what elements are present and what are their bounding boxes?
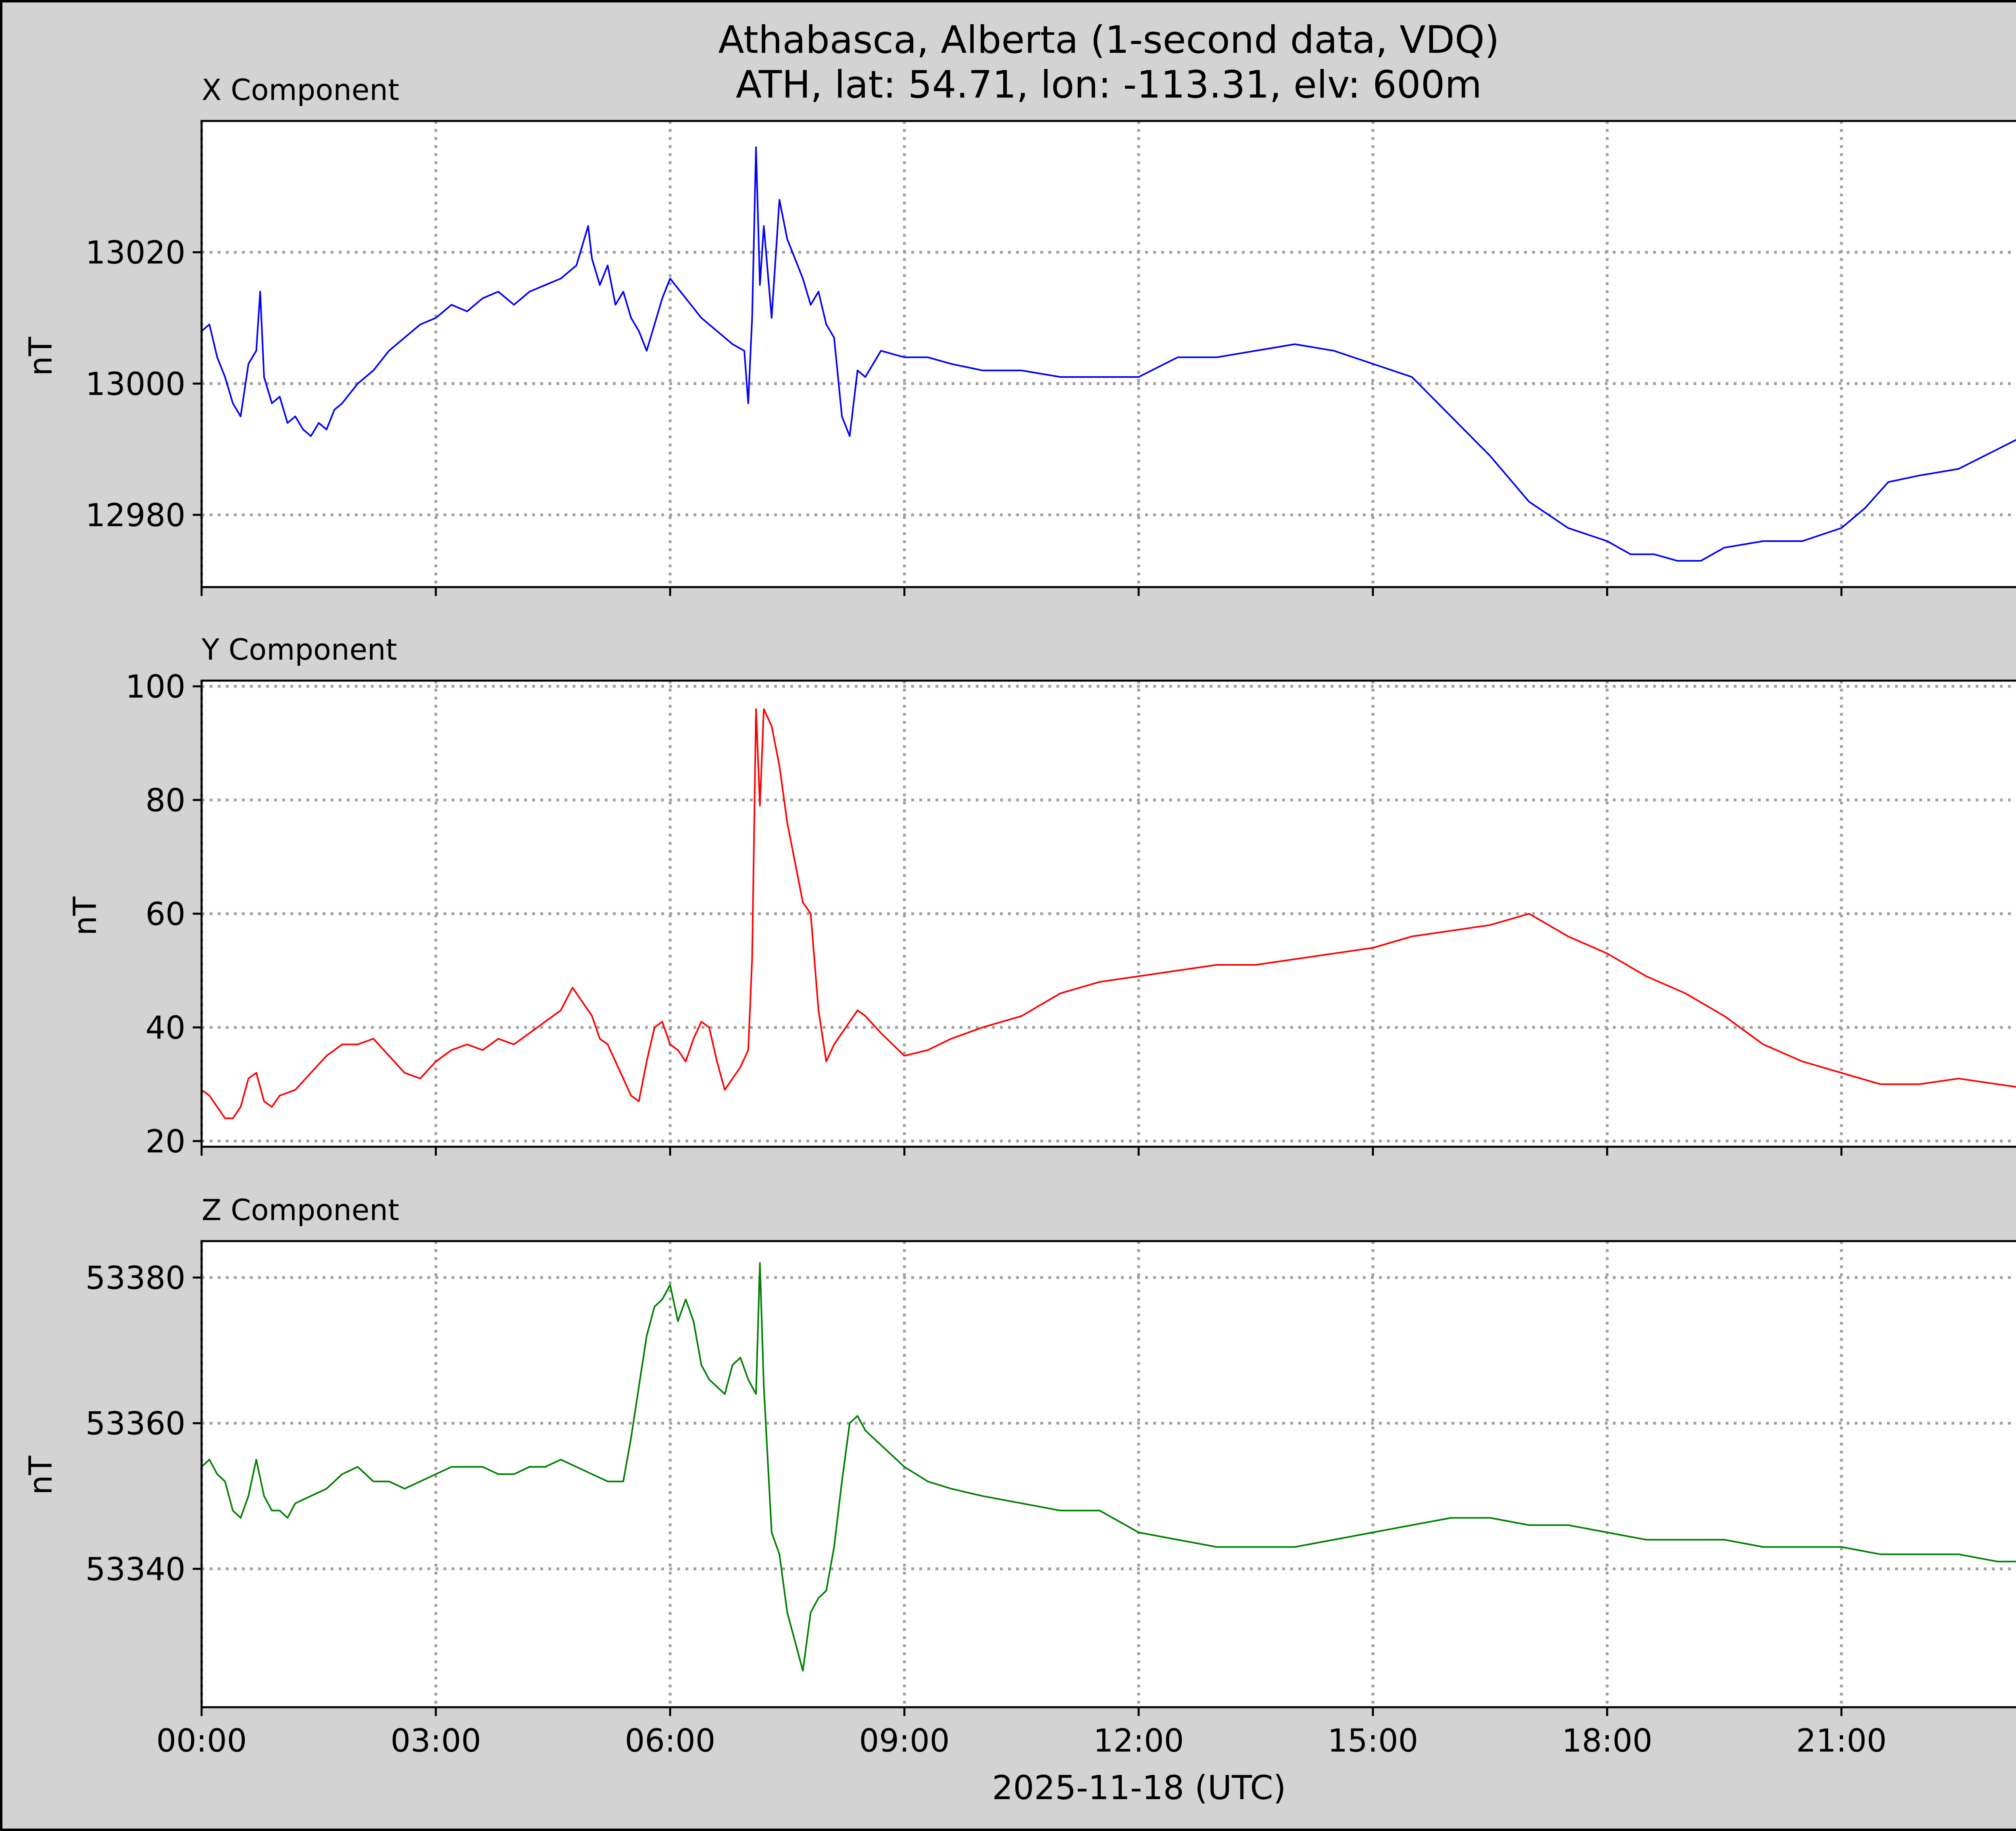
series-line (201, 1262, 2016, 1672)
x-tick-label: 00:00 (156, 1723, 247, 1759)
chart-title: Athabasca, Alberta (1-second data, VDQ) (718, 18, 1499, 62)
x-tick-label: 09:00 (859, 1723, 950, 1759)
x-tick-label: 12:00 (1093, 1723, 1184, 1759)
y-tick-label: 40 (146, 1010, 185, 1046)
y-tick-label: 53360 (85, 1406, 185, 1442)
series-line (201, 146, 2016, 562)
y-tick-label: 60 (146, 896, 185, 933)
y-tick-label: 12980 (85, 498, 185, 534)
y-axis-label: nT (67, 896, 104, 935)
panel-title: Y Component (201, 633, 397, 667)
panel-title: Z Component (202, 1193, 399, 1227)
y-tick-label: 13000 (85, 366, 185, 402)
x-component-panel: X Component nT 12980 13000 13020 (23, 73, 2016, 596)
y-tick-label: 53340 (85, 1552, 185, 1588)
plot-area (202, 1241, 2016, 1707)
x-tick-label: 15:00 (1328, 1723, 1418, 1759)
x-tick-label: 06:00 (625, 1723, 716, 1759)
chart-subtitle: ATH, lat: 54.71, lon: -113.31, elv: 600m (736, 63, 1482, 107)
y-tick-label: 53380 (85, 1260, 185, 1296)
x-tick-label: 18:00 (1562, 1723, 1653, 1759)
y-component-panel: Y Component nT 20 40 60 80 100 (67, 633, 2016, 1160)
x-tick-label: 03:00 (391, 1723, 481, 1759)
y-tick-label: 80 (146, 783, 185, 819)
x-tick-label: 21:00 (1796, 1723, 1887, 1759)
plot-area (202, 681, 2016, 1147)
y-tick-label: 13020 (85, 235, 185, 271)
series-line (201, 708, 2016, 1119)
panel-title: X Component (202, 73, 399, 107)
z-component-panel: Z Component nT 00:00 03:00 06:00 09:00 12:00… (23, 1193, 2016, 1759)
x-axis-label: 2025-11-18 (UTC) (992, 1769, 1286, 1807)
y-tick-label: 100 (125, 669, 185, 705)
y-tick-label: 20 (146, 1124, 185, 1160)
y-axis-label: nT (23, 1456, 59, 1495)
y-axis-label: nT (23, 337, 59, 376)
plot-area (202, 121, 2016, 587)
